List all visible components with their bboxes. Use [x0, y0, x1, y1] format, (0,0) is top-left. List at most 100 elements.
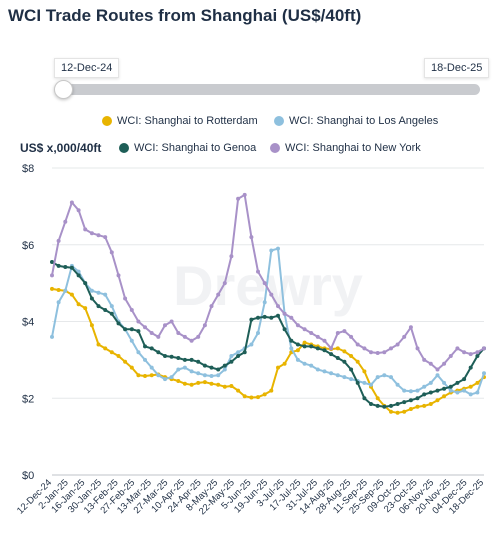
y-tick-label: $2: [22, 393, 34, 405]
data-point: [295, 342, 300, 347]
data-point: [428, 402, 433, 406]
data-point: [149, 331, 154, 335]
data-point: [202, 380, 207, 385]
data-point: [415, 346, 420, 351]
data-point: [103, 308, 108, 312]
data-point: [382, 404, 387, 409]
data-point: [448, 384, 453, 389]
y-tick-label: $4: [22, 317, 34, 329]
date-range-slider[interactable]: [62, 84, 480, 95]
data-point: [302, 340, 307, 345]
data-point: [103, 346, 108, 351]
data-point: [163, 377, 167, 382]
data-point: [375, 375, 380, 380]
data-point: [428, 380, 433, 385]
data-point: [269, 315, 274, 320]
data-point: [176, 356, 181, 360]
data-point: [428, 361, 433, 366]
data-point: [415, 388, 420, 393]
data-point: [63, 219, 68, 224]
data-point: [129, 338, 134, 343]
data-point: [442, 361, 447, 366]
data-point: [249, 317, 254, 322]
data-point: [309, 363, 314, 368]
data-point: [182, 357, 187, 362]
data-point: [196, 380, 201, 385]
data-point: [276, 246, 280, 251]
data-point: [156, 350, 161, 355]
data-point: [229, 254, 234, 259]
data-point: [289, 315, 294, 320]
data-point: [335, 331, 340, 335]
data-point: [355, 359, 360, 364]
data-point: [83, 306, 88, 311]
data-point: [389, 346, 393, 351]
data-point: [309, 331, 314, 335]
data-point: [129, 365, 134, 370]
legend-item-los-angeles[interactable]: WCI: Shanghai to Los Angeles: [274, 115, 438, 127]
data-point: [395, 410, 400, 415]
data-point: [182, 334, 187, 339]
data-point: [169, 319, 174, 324]
data-point: [109, 350, 114, 355]
data-point: [262, 392, 267, 397]
data-point: [189, 382, 194, 387]
data-point: [315, 346, 320, 351]
data-point: [96, 304, 101, 309]
data-point: [408, 325, 413, 330]
data-point: [202, 323, 207, 328]
data-point: [50, 286, 54, 291]
data-point: [442, 380, 447, 385]
data-point: [50, 260, 54, 264]
slider-handle[interactable]: [54, 80, 73, 99]
data-point: [282, 311, 287, 316]
data-point: [222, 367, 227, 372]
data-point: [83, 281, 88, 286]
data-point: [136, 350, 141, 355]
data-point: [163, 354, 167, 358]
data-point: [282, 361, 287, 366]
data-point: [149, 346, 154, 351]
data-point: [242, 350, 247, 355]
data-point: [349, 367, 354, 372]
data-point: [236, 388, 241, 393]
data-point: [202, 373, 207, 378]
data-point: [468, 384, 473, 389]
data-point: [249, 395, 254, 400]
legend-item-rotterdam[interactable]: WCI: Shanghai to Rotterdam: [102, 115, 258, 127]
legend-item-new-york[interactable]: WCI: Shanghai to New York: [270, 142, 421, 154]
data-point: [462, 388, 467, 393]
data-point: [455, 346, 460, 351]
data-point: [402, 388, 407, 393]
data-point: [129, 308, 134, 312]
data-point: [415, 404, 420, 409]
data-point: [415, 396, 420, 401]
data-point: [189, 338, 194, 343]
data-point: [169, 375, 174, 380]
data-point: [395, 342, 400, 347]
data-point: [468, 392, 473, 397]
data-point: [156, 373, 161, 378]
legend-item-genoa[interactable]: WCI: Shanghai to Genoa: [119, 142, 256, 154]
data-point: [448, 354, 453, 358]
data-point: [182, 365, 187, 370]
data-point: [468, 365, 473, 370]
data-point: [455, 380, 460, 385]
data-point: [369, 382, 373, 387]
data-point: [335, 356, 340, 360]
data-point: [143, 325, 147, 330]
data-point: [475, 354, 480, 358]
data-point: [408, 407, 413, 411]
data-point: [96, 233, 101, 238]
data-point: [315, 367, 320, 372]
data-point: [335, 346, 340, 351]
data-point: [342, 375, 347, 380]
data-point: [329, 346, 334, 351]
data-point: [276, 313, 280, 318]
data-point: [76, 273, 81, 278]
data-point: [216, 373, 221, 378]
data-point: [262, 300, 267, 305]
legend-dot-icon: [119, 143, 129, 153]
data-point: [448, 388, 453, 393]
data-point: [442, 394, 447, 399]
